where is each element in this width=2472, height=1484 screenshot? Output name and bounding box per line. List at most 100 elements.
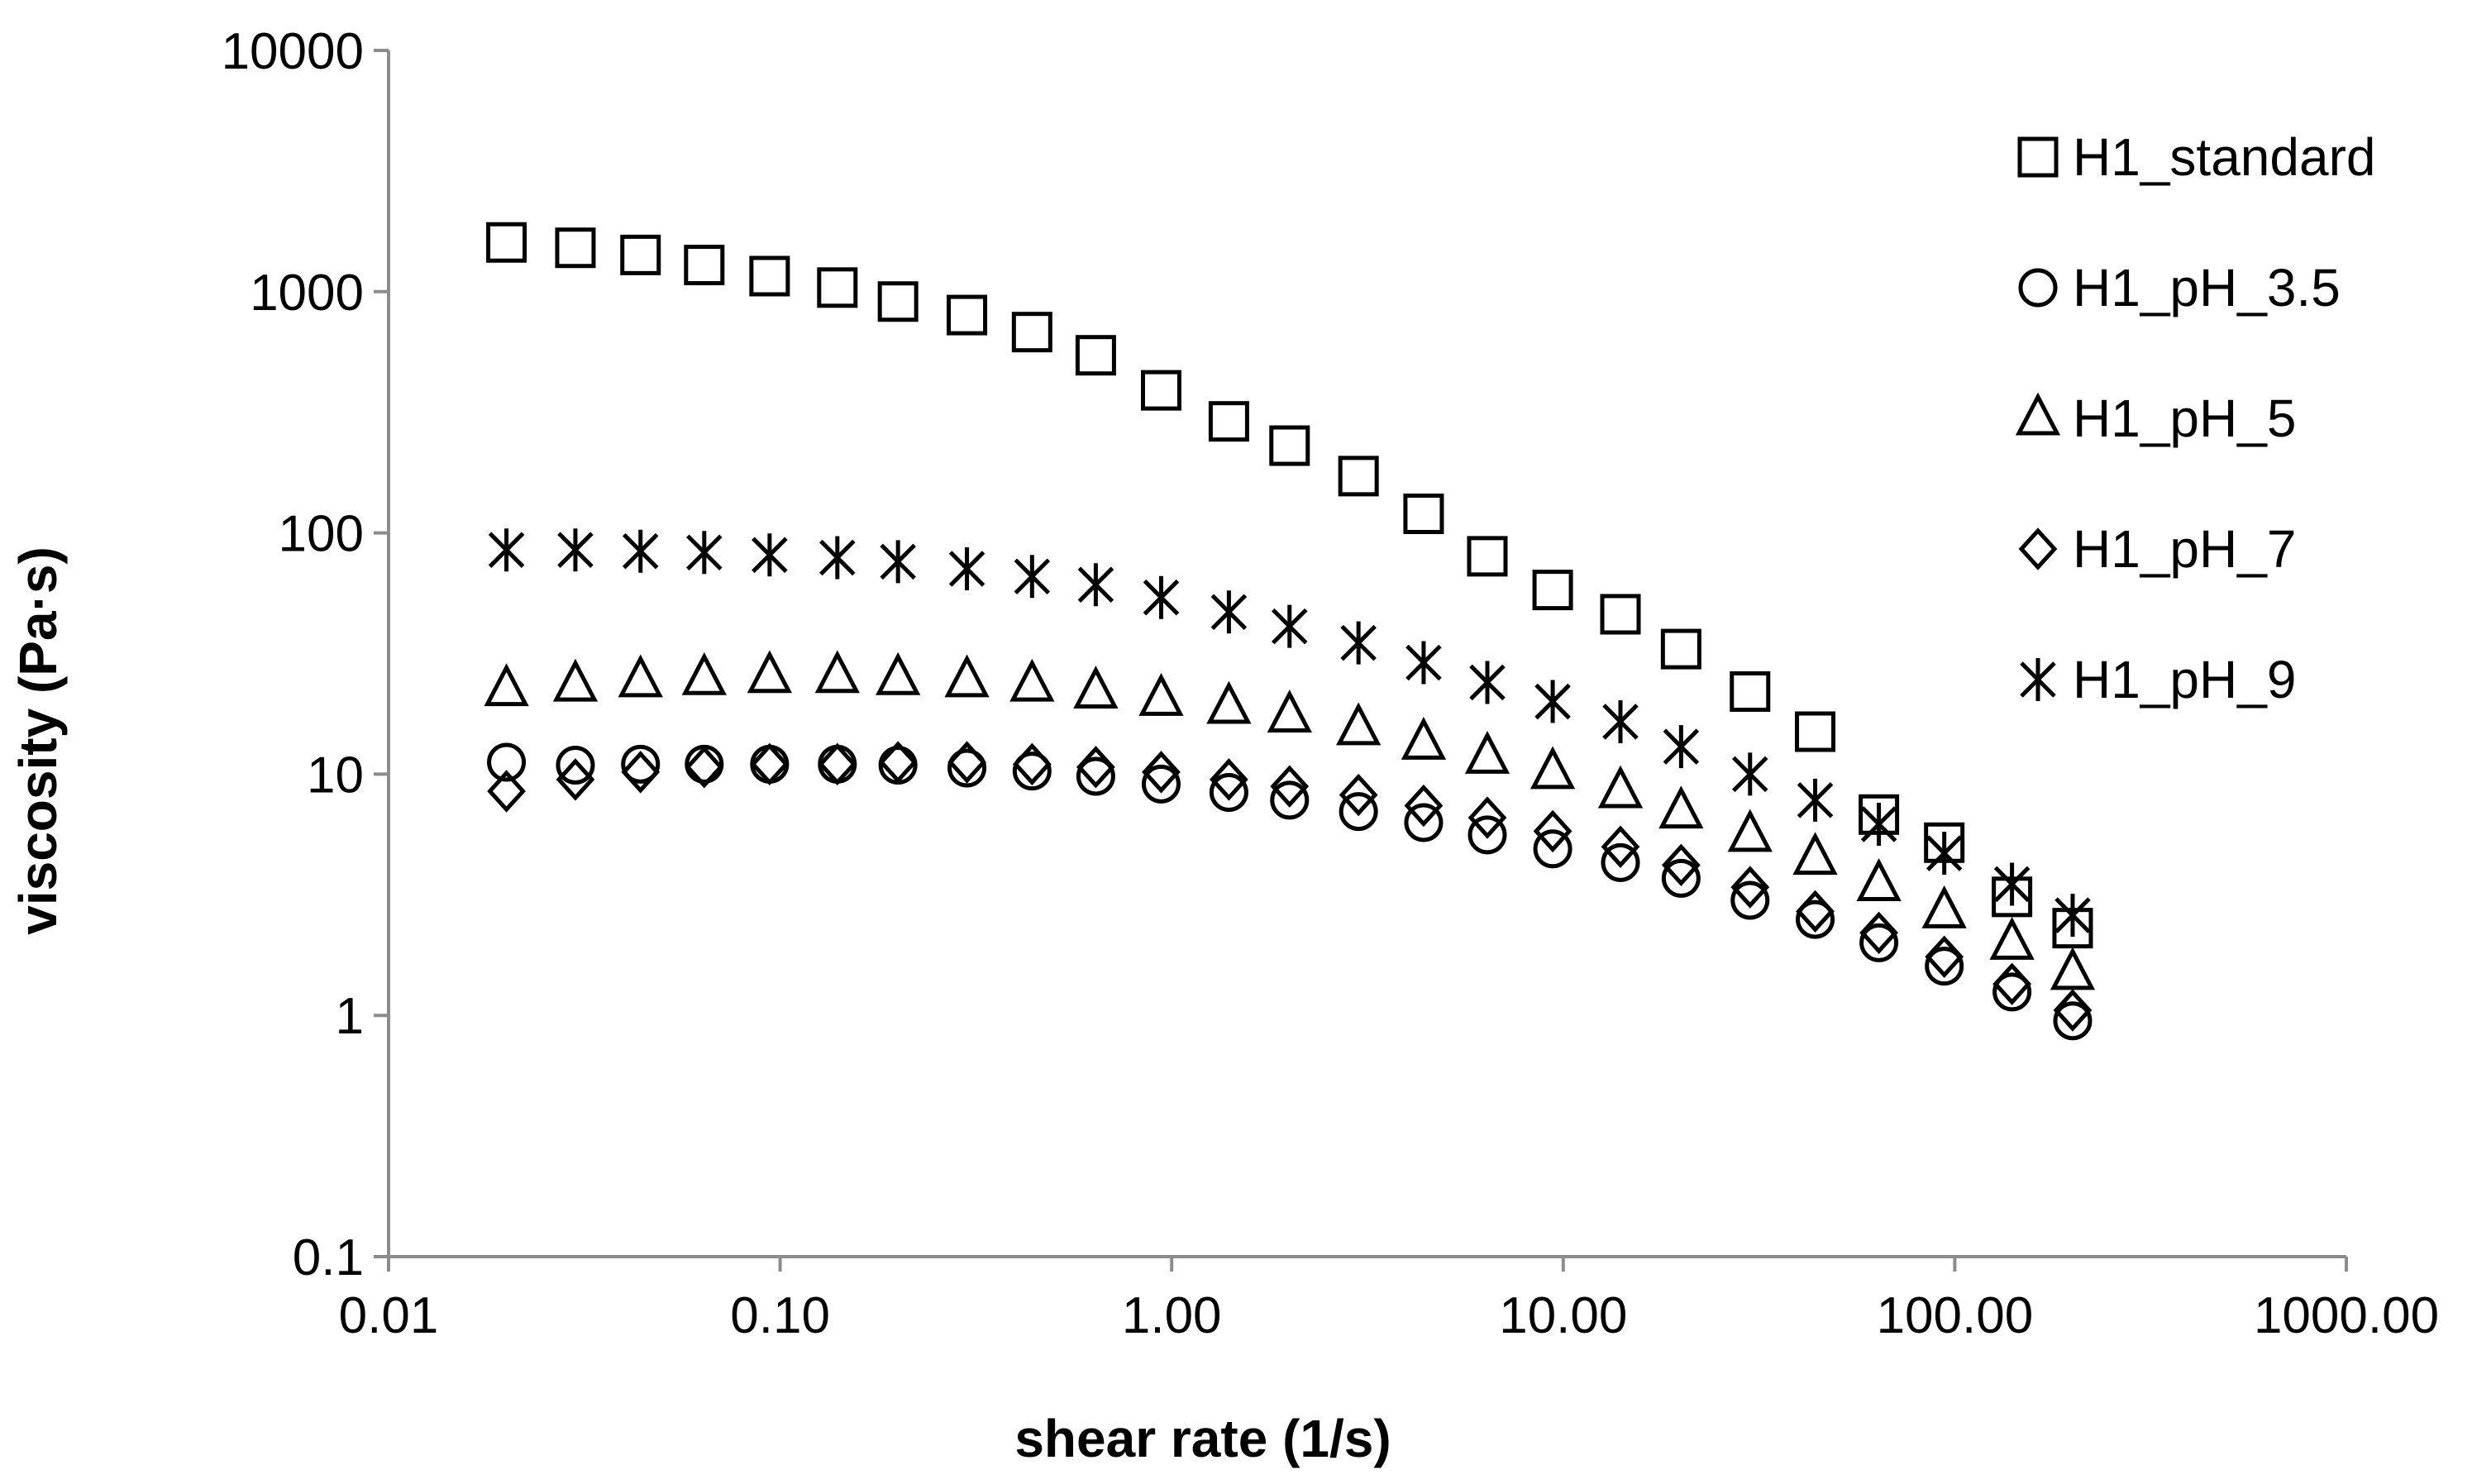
data-point	[1859, 911, 1898, 954]
series-H1_pH_7	[487, 741, 2093, 1032]
data-point	[686, 531, 723, 575]
data-point	[1338, 456, 1379, 497]
data-point	[685, 746, 724, 789]
data-point	[1992, 972, 2032, 1012]
data-point	[1142, 751, 1181, 794]
data-point	[877, 281, 919, 322]
data-point	[1075, 335, 1116, 376]
legend-entry: H1_pH_9	[2020, 650, 2296, 709]
legend: H1_standard H1_pH_3.5 H1_pH_5 H1_pH_7 H1_pH_…	[2015, 127, 2375, 709]
data-point	[1730, 866, 1770, 909]
data-point	[1797, 778, 1834, 822]
data-point	[2054, 894, 2091, 938]
data-series	[484, 222, 2096, 1041]
legend-entry: H1_pH_5	[2015, 389, 2296, 448]
legend-marker	[2018, 268, 2058, 308]
legend-label: H1_pH_5	[2073, 389, 2296, 448]
data-point	[1529, 746, 1576, 790]
series-H1_standard	[486, 222, 2093, 949]
data-point	[1856, 858, 1902, 901]
data-point	[1405, 641, 1442, 685]
data-point	[1339, 792, 1378, 832]
data-point	[1464, 731, 1510, 774]
data-point	[1467, 796, 1507, 839]
data-point	[1597, 765, 1644, 809]
data-point	[486, 222, 527, 263]
data-point	[1663, 725, 1700, 769]
data-point	[1532, 570, 1573, 611]
data-point	[947, 294, 988, 336]
data-point	[1339, 773, 1378, 817]
x-tick-label: 100.00	[1877, 1287, 2034, 1344]
y-tick-label: 10	[307, 747, 364, 804]
x-tick-label: 0.10	[730, 1287, 830, 1344]
legend-label: H1_standard	[2073, 127, 2375, 187]
legend-label: H1_pH_9	[2073, 650, 2296, 709]
data-point	[1924, 822, 1965, 863]
data-point	[1401, 716, 1447, 760]
data-point	[2053, 1001, 2093, 1041]
data-point	[556, 745, 595, 785]
data-point	[750, 742, 790, 786]
data-point	[621, 744, 661, 784]
data-point	[1533, 829, 1572, 869]
legend-entry: H1_pH_7	[2018, 519, 2296, 579]
data-point	[1661, 858, 1701, 898]
data-point	[1467, 536, 1508, 577]
tick-labels: 0.01 0.10 1.00 10.00 100.00 1000.00 0.1 1 10 100 1…	[222, 23, 2439, 1344]
data-point	[747, 650, 793, 694]
data-point	[620, 234, 661, 275]
data-point	[1073, 666, 1119, 709]
data-point	[1210, 758, 1248, 801]
legend-entry: H1_standard	[2017, 127, 2375, 187]
data-point	[1011, 312, 1052, 353]
y-tick-label: 100	[279, 506, 364, 563]
data-point	[750, 744, 790, 784]
data-point	[1602, 699, 1639, 743]
data-point	[1012, 752, 1052, 791]
data-point	[1601, 825, 1640, 868]
data-point	[1140, 370, 1181, 411]
legend-label: H1_pH_7	[2073, 519, 2296, 579]
data-point	[552, 658, 599, 702]
data-point	[1730, 880, 1770, 920]
series-H1_pH_3.5	[487, 742, 2093, 1041]
data-point	[948, 547, 985, 591]
legend-marker	[2020, 658, 2056, 701]
data-point	[622, 529, 659, 573]
data-point	[878, 741, 918, 784]
data-point	[488, 528, 525, 572]
data-point	[1860, 802, 1897, 846]
data-point	[1138, 673, 1184, 716]
data-point	[1404, 784, 1444, 828]
data-point	[1731, 752, 1768, 796]
data-point	[487, 770, 526, 813]
data-point	[1076, 746, 1115, 789]
data-point	[1921, 885, 1967, 928]
data-point	[618, 654, 663, 698]
data-point	[2050, 947, 2096, 990]
data-point	[1336, 702, 1382, 746]
data-point	[1925, 947, 1964, 986]
legend-marker	[2018, 527, 2058, 570]
data-point	[1403, 493, 1444, 534]
data-point	[1661, 843, 1701, 887]
data-point	[1206, 680, 1252, 724]
data-point	[1210, 590, 1248, 634]
x-tick-label: 0.01	[339, 1287, 439, 1344]
data-point	[1727, 809, 1773, 852]
data-point	[1796, 890, 1835, 933]
data-point	[749, 255, 790, 297]
legend-entry: H1_pH_3.5	[2018, 258, 2341, 317]
legend-label: H1_pH_3.5	[2073, 258, 2341, 317]
data-point	[1009, 658, 1055, 702]
data-point	[819, 536, 856, 580]
data-point	[1404, 803, 1444, 842]
data-point	[947, 748, 987, 788]
data-point	[944, 654, 990, 698]
y-axis-title: viscosity (Pa·s)	[8, 546, 68, 935]
x-tick-label: 1.00	[1122, 1287, 1222, 1344]
data-point	[1340, 621, 1377, 665]
data-point	[817, 267, 858, 308]
